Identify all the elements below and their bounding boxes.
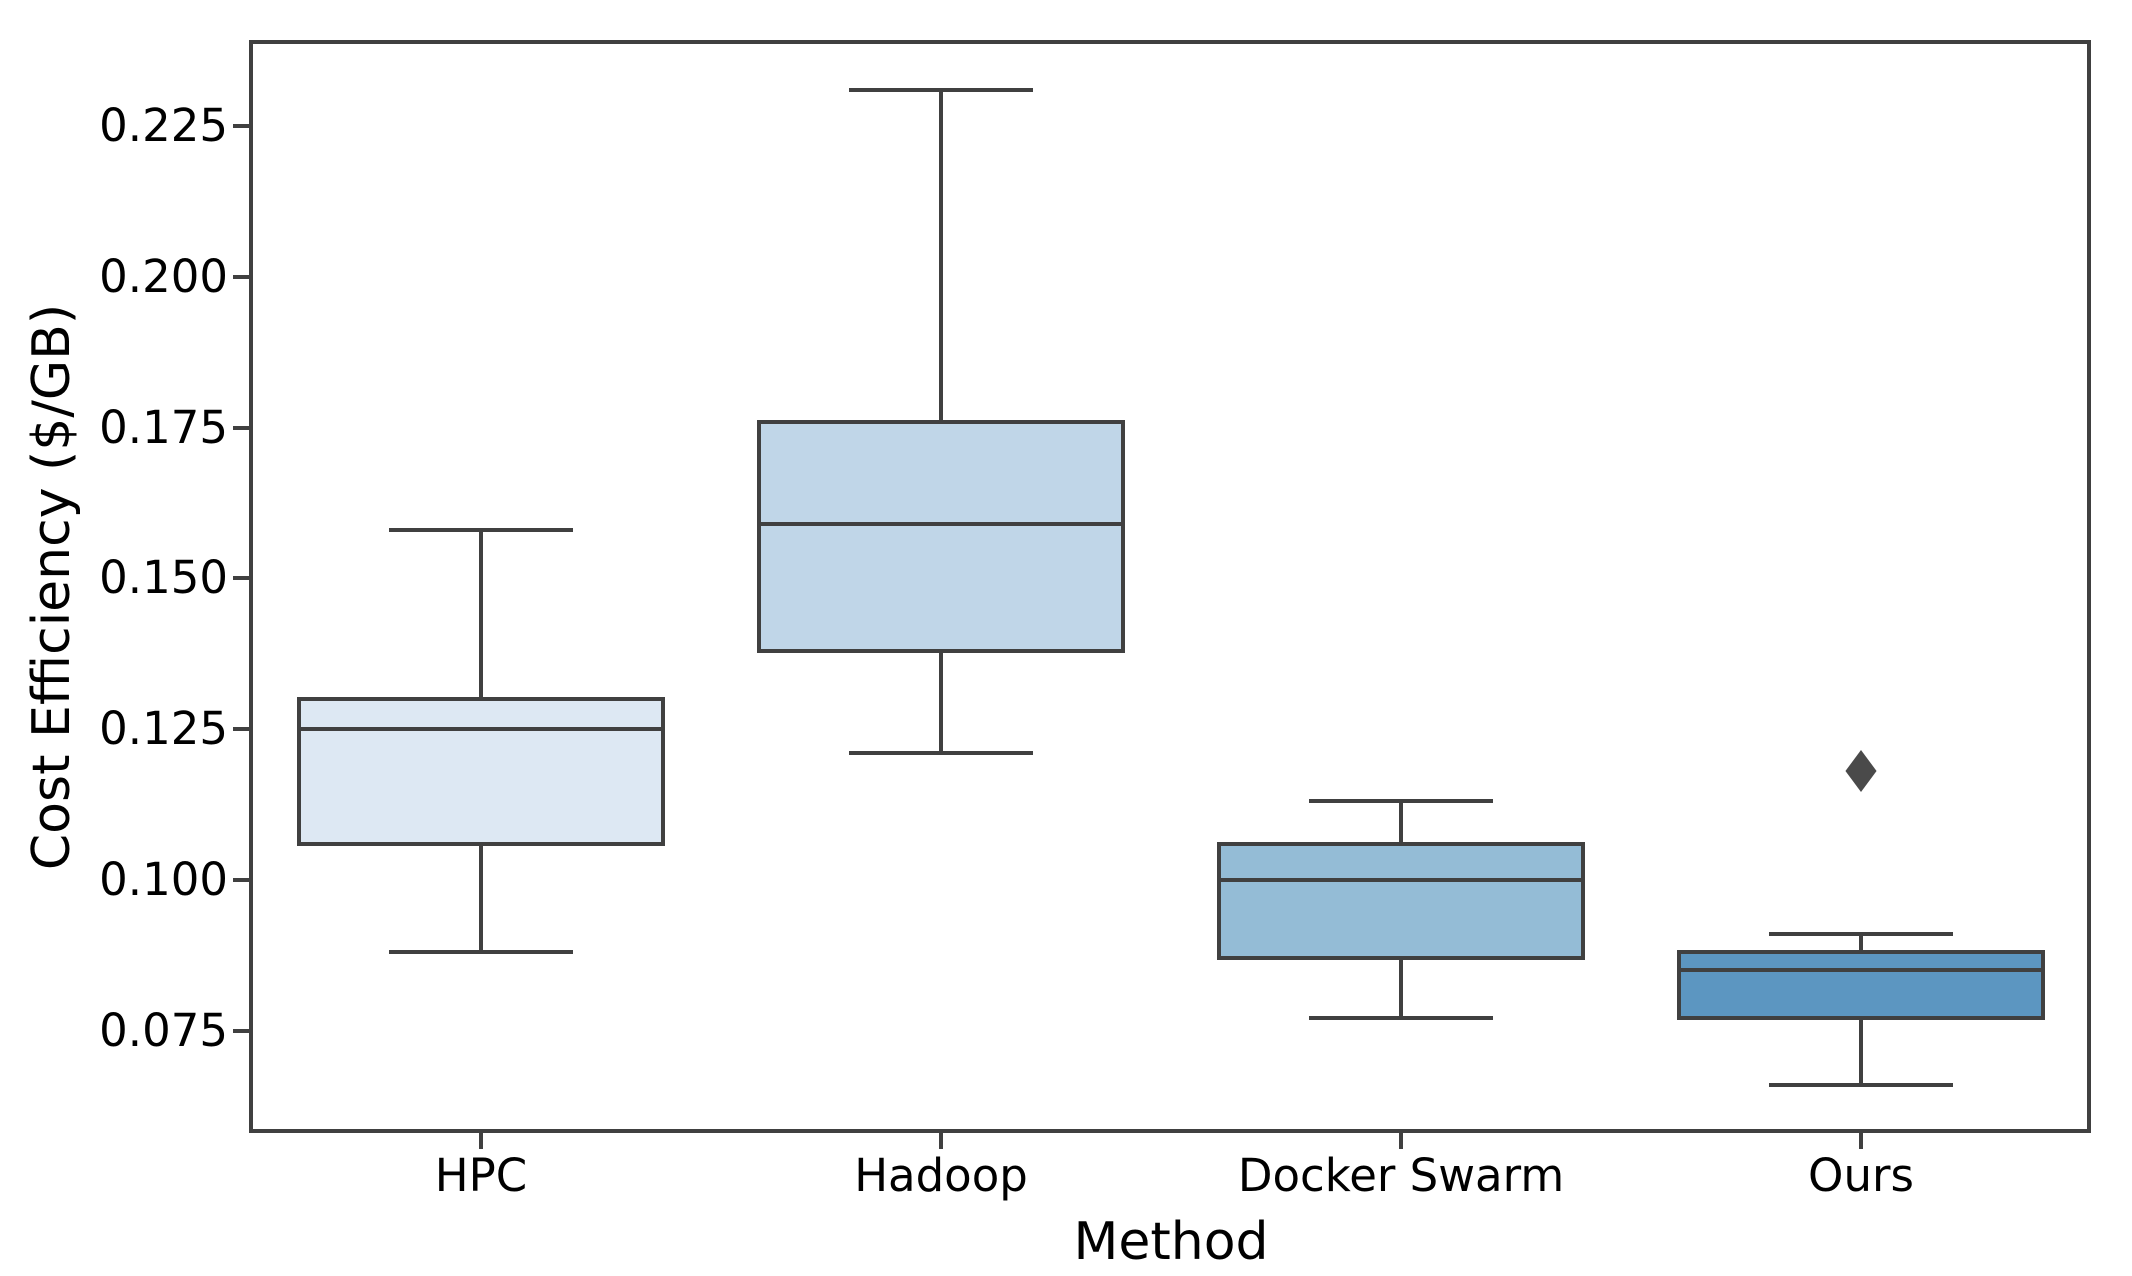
median-line (1677, 968, 2045, 973)
upper-whisker-cap (1769, 932, 1953, 937)
iqr-box-ours (1677, 950, 2045, 1021)
x-tick-mark (1399, 1133, 1403, 1149)
y-tick-mark (233, 124, 249, 129)
lower-whisker-line (1859, 1018, 1863, 1085)
y-tick-mark (233, 1028, 249, 1033)
lower-whisker-line (939, 650, 943, 754)
median-line (757, 522, 1125, 527)
y-tick-label: 0.125 (99, 702, 228, 756)
y-tick-mark (233, 576, 249, 581)
y-tick-label: 0.175 (99, 400, 228, 454)
iqr-box-hpc (297, 697, 665, 846)
y-tick-mark (233, 275, 249, 280)
iqr-box-docker-swarm (1217, 841, 1585, 961)
x-category-label: Hadoop (854, 1149, 1028, 1202)
upper-whisker-cap (849, 88, 1033, 93)
upper-whisker-line (939, 90, 943, 422)
y-tick-mark (233, 425, 249, 430)
x-category-label: Ours (1808, 1149, 1914, 1202)
median-line (297, 727, 665, 732)
lower-whisker-cap (389, 950, 573, 955)
x-category-label: Docker Swarm (1237, 1149, 1565, 1202)
upper-whisker-line (1859, 934, 1863, 953)
median-line (1217, 877, 1585, 882)
y-tick-mark (233, 727, 249, 732)
upper-whisker-line (1399, 801, 1403, 844)
lower-whisker-cap (1769, 1082, 1953, 1087)
lower-whisker-line (479, 843, 483, 953)
lower-whisker-line (1399, 958, 1403, 1019)
y-tick-mark (233, 877, 249, 882)
y-tick-label: 0.100 (99, 852, 228, 906)
iqr-box-hadoop (757, 419, 1125, 653)
upper-whisker-cap (1309, 799, 1493, 804)
lower-whisker-cap (849, 751, 1033, 756)
x-category-label: HPC (434, 1149, 528, 1202)
lower-whisker-cap (1309, 1016, 1493, 1021)
upper-whisker-cap (389, 528, 573, 533)
x-axis-label: Method (1073, 1212, 1269, 1272)
x-tick-mark (479, 1133, 483, 1149)
y-tick-label: 0.200 (99, 250, 228, 304)
y-tick-label: 0.225 (99, 99, 228, 153)
upper-whisker-line (479, 530, 483, 699)
y-tick-label: 0.075 (99, 1003, 228, 1057)
x-tick-mark (939, 1133, 943, 1149)
y-tick-label: 0.150 (99, 551, 228, 605)
x-tick-mark (1859, 1133, 1863, 1149)
